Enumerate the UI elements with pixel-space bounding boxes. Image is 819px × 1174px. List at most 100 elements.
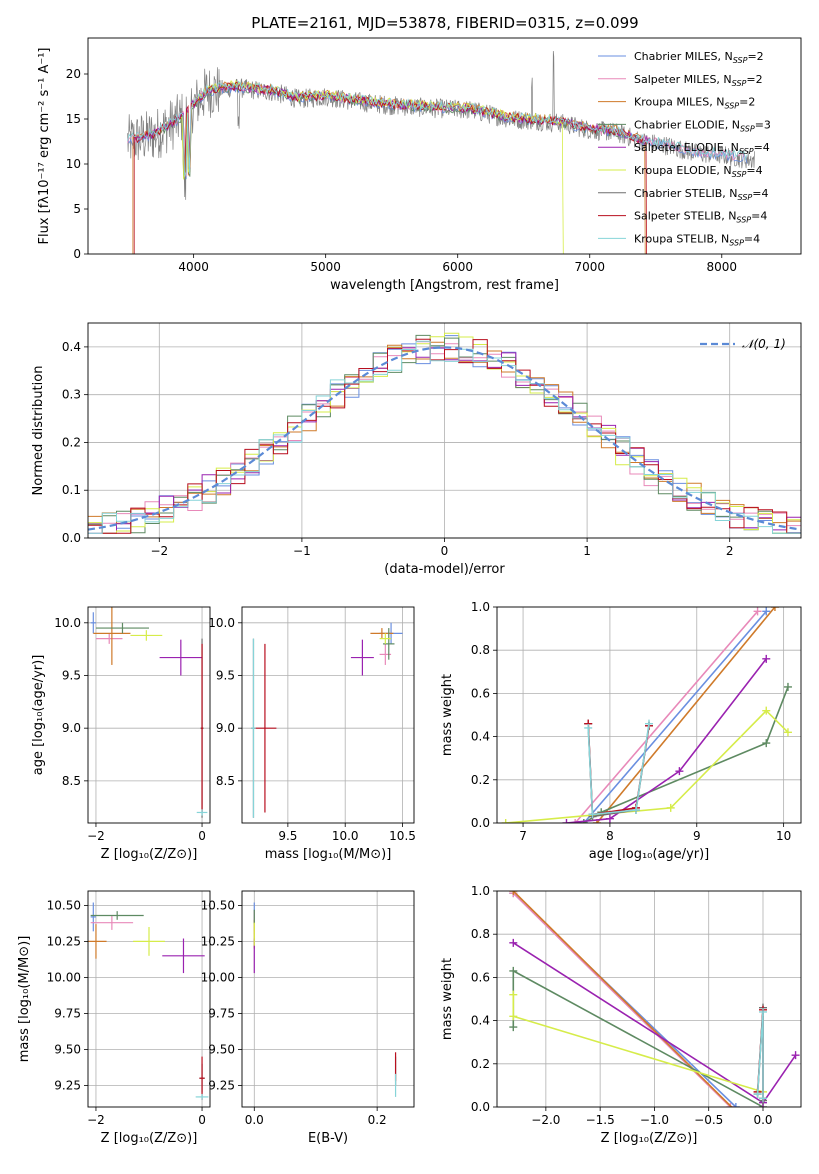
legend-entry-subscript: SSP [740, 124, 755, 133]
weight-marker [666, 803, 675, 812]
weight-marker [509, 938, 518, 947]
legend-entry-value: =2 [747, 50, 763, 63]
weight-marker [731, 1103, 740, 1107]
weight-marker [509, 1012, 518, 1021]
weight-marker [562, 819, 571, 823]
age-vs-Z-frame [87, 606, 211, 824]
y-tick-label: 0.2 [471, 1057, 490, 1071]
weight-marker [501, 819, 510, 823]
y-axis-label: Flux [fλ10⁻¹⁷ erg cm⁻² s⁻¹ A⁻¹] [37, 48, 52, 245]
x-tick-label: 7000 [574, 260, 605, 274]
errorbar-point [95, 622, 149, 634]
weight-marker [645, 719, 653, 728]
x-axis-label: Z [log₁₀(Z/Z⊙)] [101, 847, 198, 862]
weight-line-3 [596, 607, 776, 823]
x-axis-label: (data-model)/error [384, 562, 505, 577]
model-spectrum-9 [127, 80, 748, 177]
y-tick-label: 0.6 [471, 686, 490, 700]
weight-marker [762, 706, 771, 715]
y-tick-label: 0.3 [62, 388, 81, 402]
y-tick-label: 10.0 [208, 616, 235, 630]
y-tick-label: 10 [66, 157, 81, 171]
age-vs-Z-plot [90, 607, 208, 818]
weight-marker [762, 654, 771, 663]
legend-entry: Chabrier MILES, NSSP=2 [634, 50, 764, 65]
weight-marker [675, 767, 684, 776]
y-tick-label: 9.50 [54, 1042, 81, 1056]
errorbar-point [195, 1094, 209, 1100]
weight-vs-age-frame [496, 606, 802, 824]
legend-entry: Salpeter ELODIE, NSSP=4 [634, 141, 770, 156]
weight-marker [759, 1094, 767, 1103]
legend-entry-name: Chabrier ELODIE, N [634, 118, 740, 131]
weight-vs-age-axes: 7 8 9 10 0.0 0.2 0.4 0.6 0.8 1.0 age [log₁₀(age/yr… [440, 600, 801, 862]
x-axis-label: age [log₁₀(age/yr)] [589, 847, 710, 862]
errorbar-point [199, 1056, 205, 1100]
weight-line-6 [505, 709, 789, 823]
legend-entry-subscript: SSP [739, 147, 754, 156]
weight-marker [726, 1103, 735, 1107]
legend-normal-label: 𝒩(0, 1) [742, 337, 786, 351]
x-axis-label: Z [log₁₀(Z/Z⊙)] [601, 1131, 698, 1146]
x-tick-label: −2 [150, 544, 168, 558]
age-vs-Z-axes: −2 0 8.5 9.0 9.5 10.0 Z [log₁₀(Z/Z⊙)] age [log₁… [31, 607, 210, 862]
legend-entry-name: Salpeter MILES, N [634, 73, 732, 86]
weight-marker [579, 819, 588, 823]
x-tick-label: 0 [198, 829, 206, 843]
legend-entry-value: =3 [755, 118, 771, 131]
y-tick-label: 0.0 [471, 1100, 490, 1114]
y-tick-label: 9.25 [54, 1078, 81, 1092]
weight-marker [753, 1090, 762, 1099]
weight-marker [753, 607, 762, 616]
x-tick-label: 10.5 [389, 829, 416, 843]
weight-marker [783, 682, 792, 691]
legend-entry-subscript: SSP [732, 79, 747, 88]
legend-entry-subscript: SSP [729, 238, 744, 247]
y-tick-label: 1.0 [471, 600, 490, 614]
y-tick-label: 8.5 [216, 774, 235, 788]
y-tick-label: 9.75 [208, 1006, 235, 1020]
y-tick-label: 0.2 [62, 435, 81, 449]
y-tick-label: 0.0 [62, 531, 81, 545]
y-tick-label: 8.5 [62, 774, 81, 788]
legend-entry: Chabrier STELIB, NSSP=4 [634, 187, 768, 202]
weight-marker [509, 1023, 518, 1032]
weight-vs-Z-frame [496, 890, 802, 1108]
x-tick-label: 10.0 [332, 829, 359, 843]
y-tick-label: 0.8 [471, 643, 490, 657]
mass-vs-Z-frame [87, 890, 211, 1108]
legend-entry-subscript: SSP [738, 193, 753, 202]
legend-entry-value: =4 [744, 232, 760, 245]
weight-marker [791, 1051, 800, 1060]
spectrum-plot [127, 50, 755, 254]
errorbar-point [88, 924, 107, 959]
model-spectrum-8 [133, 81, 647, 254]
weight-marker [783, 728, 792, 737]
y-tick-label: 9.50 [208, 1042, 235, 1056]
figure-title: PLATE=2161, MJD=53878, FIBERID=0315, z=0… [251, 14, 638, 32]
weight-marker [588, 810, 597, 819]
weight-line-2 [574, 610, 759, 823]
errorbar-point [200, 643, 204, 813]
x-tick-label: 5000 [310, 260, 341, 274]
y-tick-label: 10.50 [201, 898, 235, 912]
y-tick-label: 15 [66, 112, 81, 126]
mass-vs-Z-axes: −2 0 9.25 9.50 9.75 10.00 10.25 10.50 Z [log₁₀(Z… [17, 891, 210, 1146]
legend-entry: Salpeter MILES, NSSP=2 [634, 73, 763, 88]
x-tick-label: −2.0 [531, 1113, 560, 1127]
x-tick-label: 0.2 [368, 1113, 387, 1127]
x-axis-label: E(B-V) [308, 1131, 348, 1146]
weight-line-6 [512, 994, 764, 1093]
weight-marker [770, 607, 779, 611]
legend-entry-name: Chabrier STELIB, N [634, 187, 738, 200]
y-tick-label: 10.00 [201, 970, 235, 984]
y-axis-label: mass weight [440, 958, 455, 1040]
weight-marker [584, 723, 593, 732]
x-tick-label: 0 [441, 544, 449, 558]
legend-entry-name: Salpeter ELODIE, N [634, 141, 739, 154]
x-tick-label: −1.0 [640, 1113, 669, 1127]
y-tick-label: 9.5 [62, 668, 81, 682]
weight-line-9 [756, 1011, 764, 1099]
y-axis-label: mass weight [440, 674, 455, 756]
